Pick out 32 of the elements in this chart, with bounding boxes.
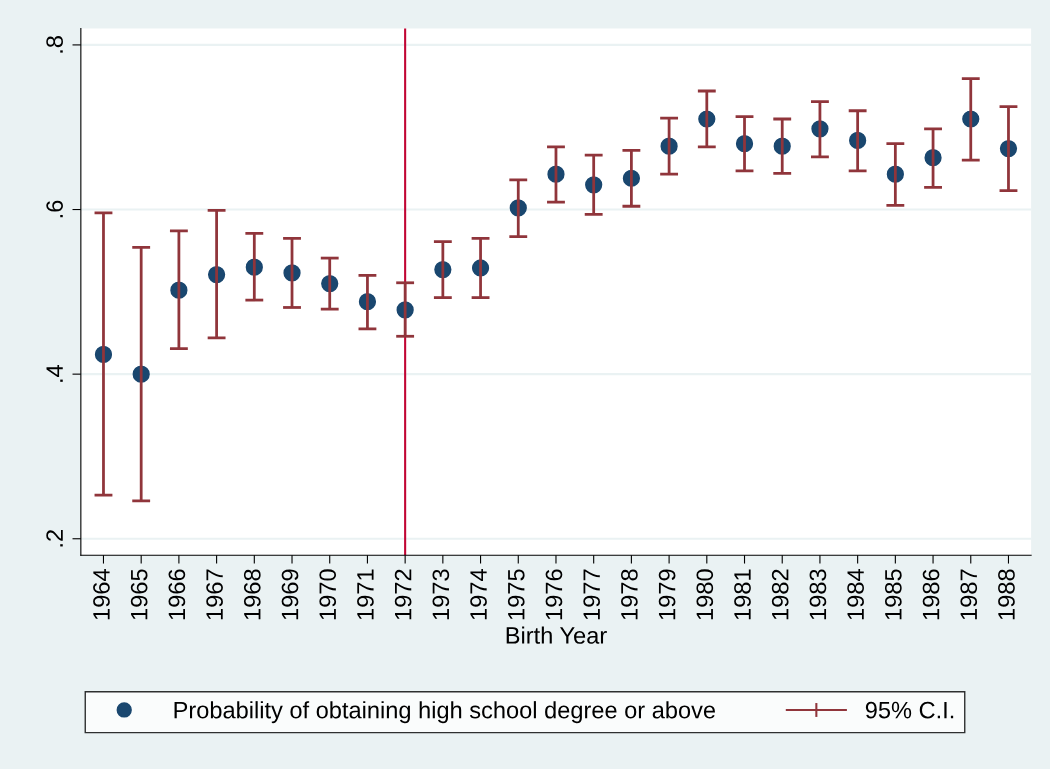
- x-tick-label: 1988: [998, 569, 1015, 620]
- x-tick-label: 1986: [922, 569, 940, 620]
- x-tick-label: 1969: [281, 569, 299, 620]
- x-tick-label: 1965: [130, 569, 148, 620]
- y-tick-label: .4: [46, 364, 63, 382]
- x-tick-label: 1982: [771, 569, 789, 620]
- x-tick-label: 1972: [394, 569, 412, 620]
- y-tick-label: .8: [46, 36, 63, 53]
- x-tick-label: 1966: [168, 569, 186, 620]
- x-tick-label: 1987: [960, 569, 978, 620]
- x-tick-label: 1985: [884, 569, 902, 620]
- x-tick-label: 1975: [507, 569, 525, 620]
- x-tick-label: 1980: [696, 569, 714, 620]
- x-tick-label: 1977: [583, 569, 601, 620]
- x-tick-label: 1979: [658, 569, 676, 620]
- legend-label: 95% C.I.: [865, 701, 954, 719]
- x-tick-label: 1983: [809, 569, 827, 620]
- x-tick-label: 1967: [206, 569, 223, 620]
- x-tick-label: 1984: [847, 569, 864, 620]
- x-axis-title: Birth Year: [506, 626, 607, 644]
- x-tick-label: 1973: [432, 569, 450, 620]
- x-tick-label: 1978: [621, 569, 638, 620]
- x-tick-label: 1971: [357, 569, 374, 620]
- x-tick-label: 1964: [93, 569, 110, 620]
- x-tick-label: 1974: [470, 569, 487, 620]
- x-tick-label: 1968: [243, 569, 261, 620]
- y-tick-label: .2: [46, 530, 63, 547]
- y-tick-label: .6: [46, 200, 63, 218]
- legend-label: Probability of obtaining high school degree or above: [174, 701, 715, 724]
- x-tick-label: 1976: [545, 569, 563, 620]
- x-tick-label: 1970: [319, 569, 337, 620]
- x-tick-label: 1981: [734, 569, 751, 620]
